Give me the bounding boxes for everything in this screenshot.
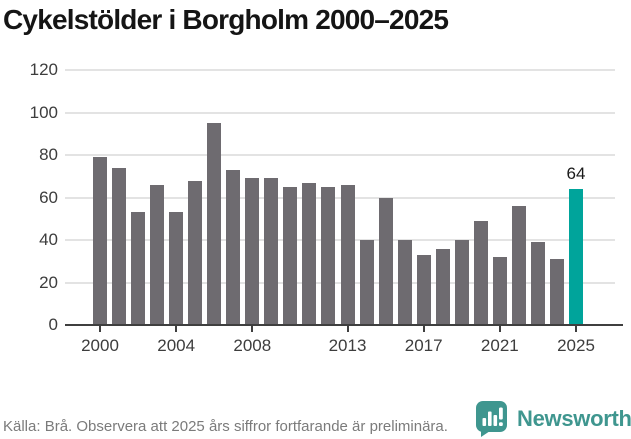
gridline-80 [65,154,615,156]
page-title: Cykelstölder i Borgholm 2000–2025 [3,4,449,35]
x-tick-label-2017: 2017 [404,336,443,355]
bar-chart-bubble-icon [476,401,507,437]
y-tick-label-20: 20 [39,272,58,292]
bar-2012 [321,186,336,325]
bar-2011 [302,182,317,325]
bar-2013 [340,184,355,325]
y-tick-label-80: 80 [39,145,58,164]
x-tick-2017 [422,326,425,332]
bar-2006 [207,123,222,325]
bar-2015 [378,197,393,325]
bar-2000 [93,157,107,325]
y-tick-label-60: 60 [39,187,58,207]
bar-2017 [416,254,431,325]
gridline-40 [65,239,615,241]
bar-2022 [511,206,526,325]
x-tick-label-2021: 2021 [480,336,519,355]
bar-2003 [150,184,165,325]
bar-2014 [359,240,374,325]
x-axis-baseline [65,324,623,326]
x-tick-2000 [99,326,101,332]
newsworthy-logo: Newsworthy [474,399,631,438]
x-tick-label-2000: 2000 [81,336,119,355]
y-tick-label-40: 40 [39,230,58,249]
bar-2007 [226,169,241,325]
y-tick-label-100: 100 [29,102,58,122]
x-tick-2004 [175,326,178,332]
x-tick-label-2004: 2004 [157,336,196,355]
y-tick-label-120: 120 [29,60,58,79]
value-label-2025: 64 [566,164,586,183]
x-tick-label-2025: 2025 [557,336,595,355]
bar-2001 [112,167,127,325]
bar-2020 [473,220,488,325]
x-tick-label-2013: 2013 [328,336,367,355]
bar-2021 [492,257,507,325]
bar-2010 [283,186,298,325]
gridline-100 [65,111,615,114]
x-tick-2021 [498,326,501,332]
bar-2024 [549,259,564,325]
bar-2023 [530,242,545,325]
newsworthy-logo-text: Newsworthy [517,405,631,431]
bar-2019 [454,240,469,325]
x-tick-2013 [346,326,349,332]
x-tick-2025 [575,326,577,332]
x-tick-label-2008: 2008 [233,336,272,355]
bar-2008 [245,178,260,325]
gridline-120 [65,69,615,71]
bar-2018 [435,248,450,325]
x-tick-2008 [251,326,254,332]
bar-2004 [169,212,184,325]
bar-2016 [397,240,412,325]
bar-2025 [569,189,583,325]
bar-2009 [264,178,279,325]
source-note: Källa: Brå. Observera att 2025 års siffr… [3,418,448,435]
y-tick-label-0: 0 [48,315,58,334]
plot-area [65,69,615,325]
gridline-60 [65,196,615,199]
gridline-20 [65,281,615,284]
bar-2005 [188,180,203,325]
bar-2002 [131,212,146,325]
